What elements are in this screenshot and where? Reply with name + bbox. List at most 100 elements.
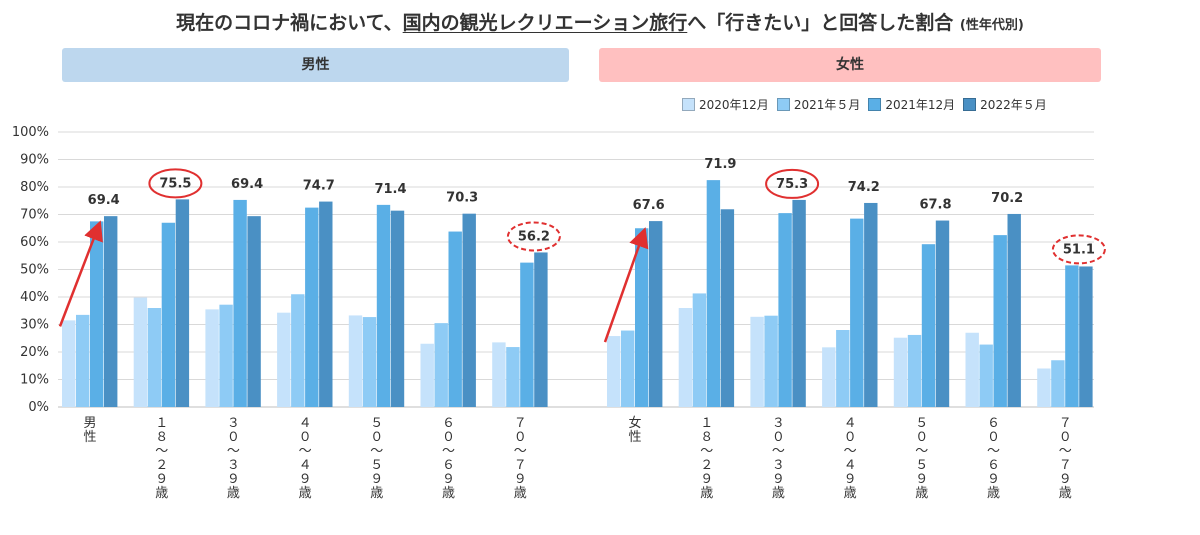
- x-tick-label: 歳: [370, 486, 383, 501]
- x-tick-label: ９: [514, 472, 527, 487]
- data-label: 75.5: [159, 176, 191, 191]
- y-tick-label: 60%: [20, 235, 49, 250]
- x-tick-label: 性: [628, 430, 641, 445]
- x-tick-label: ～: [155, 444, 168, 459]
- bar: [649, 221, 663, 407]
- x-tick-label: 歳: [987, 486, 1000, 501]
- bar: [979, 344, 993, 407]
- x-tick-label: ９: [1059, 472, 1072, 487]
- x-tick-label: ～: [514, 444, 527, 459]
- x-tick-label: ～: [772, 444, 785, 459]
- x-tick-label: ０: [514, 430, 527, 445]
- x-tick-label: ～: [442, 444, 455, 459]
- bar: [1079, 266, 1093, 407]
- x-tick-label: 男: [83, 416, 96, 431]
- bar: [161, 222, 176, 407]
- x-tick-label: ０: [1059, 430, 1072, 445]
- data-label: 51.1: [1063, 242, 1095, 257]
- x-tick-label: ～: [1059, 444, 1072, 459]
- bar: [1037, 368, 1051, 407]
- x-tick-label: ４: [844, 416, 857, 431]
- x-tick-label: 歳: [442, 486, 455, 501]
- y-tick-label: 40%: [20, 290, 49, 305]
- x-tick-label: ４: [844, 458, 857, 473]
- x-tick-label: 歳: [1059, 486, 1072, 501]
- legend-swatch: [963, 98, 977, 111]
- x-tick-label: 歳: [155, 486, 168, 501]
- data-label: 75.3: [776, 177, 808, 192]
- x-tick-label: ９: [299, 472, 312, 487]
- panel-header-female: 女性: [599, 48, 1101, 82]
- x-tick-label: ～: [915, 444, 928, 459]
- x-tick-label: １: [155, 416, 168, 431]
- x-tick-label: ９: [442, 472, 455, 487]
- bar: [175, 199, 190, 407]
- bar: [750, 316, 764, 407]
- bar: [778, 213, 792, 407]
- x-tick-label: ９: [844, 472, 857, 487]
- x-tick-label: ３: [772, 458, 785, 473]
- bar: [706, 180, 721, 407]
- bar: [62, 320, 76, 407]
- x-tick-label: ０: [227, 430, 240, 445]
- bar: [420, 343, 434, 407]
- legend-item: 2022年５月: [963, 96, 1047, 113]
- bar: [76, 314, 90, 407]
- bar: [764, 315, 778, 407]
- bar: [1051, 360, 1065, 407]
- data-label: 74.7: [303, 179, 335, 194]
- x-tick-label: 性: [83, 430, 96, 445]
- bar: [893, 337, 908, 407]
- title-post: へ「行きたい」と回答した割合: [687, 12, 954, 34]
- bar: [305, 207, 319, 407]
- x-tick-label: ～: [370, 444, 383, 459]
- data-label: 56.2: [518, 229, 550, 244]
- x-tick-label: ９: [155, 472, 168, 487]
- x-tick-label: ４: [299, 458, 312, 473]
- x-tick-label: ～: [844, 444, 857, 459]
- x-tick-label: ６: [442, 416, 455, 431]
- x-tick-label: ５: [370, 458, 383, 473]
- x-tick-label: ３: [772, 416, 785, 431]
- chart-title: 現在のコロナ禍において、国内の観光レクリエーション旅行へ「行きたい」と回答した割…: [0, 8, 1200, 35]
- bar: [534, 252, 548, 407]
- bar: [993, 235, 1007, 407]
- chart-legend: 2020年12月 2021年５月 2021年12月 2022年５月: [682, 96, 1055, 113]
- bar: [462, 213, 476, 407]
- bar: [492, 342, 506, 407]
- legend-label: 2020年12月: [699, 98, 769, 112]
- bar: [434, 323, 448, 407]
- x-tick-label: ７: [1059, 416, 1072, 431]
- bar: [935, 220, 950, 407]
- x-tick-label: ６: [987, 416, 1000, 431]
- y-tick-label: 20%: [20, 345, 49, 360]
- x-tick-label: ９: [772, 472, 785, 487]
- data-label: 67.6: [633, 198, 665, 213]
- bar: [205, 309, 219, 407]
- bar: [233, 199, 247, 407]
- x-tick-label: ６: [987, 458, 1000, 473]
- x-tick-label: ２: [155, 458, 168, 473]
- bar: [607, 336, 621, 407]
- bar: [247, 216, 261, 407]
- y-tick-label: 0%: [28, 400, 49, 415]
- bar: [219, 304, 233, 407]
- legend-swatch: [776, 98, 790, 111]
- data-label: 67.8: [919, 198, 951, 213]
- x-tick-label: ５: [915, 416, 928, 431]
- x-tick-label: ０: [299, 430, 312, 445]
- bar: [907, 334, 922, 407]
- bar: [390, 210, 405, 407]
- data-label: 69.4: [231, 177, 263, 192]
- x-tick-label: ５: [915, 458, 928, 473]
- highlight-ellipse: [506, 221, 561, 252]
- x-tick-label: ２: [700, 458, 713, 473]
- y-tick-label: 30%: [20, 318, 49, 333]
- x-tick-label: 歳: [514, 486, 527, 501]
- bar: [1065, 265, 1079, 407]
- x-tick-label: 歳: [227, 486, 240, 501]
- x-tick-label: ５: [370, 416, 383, 431]
- bar: [348, 315, 363, 407]
- x-tick-label: ０: [442, 430, 455, 445]
